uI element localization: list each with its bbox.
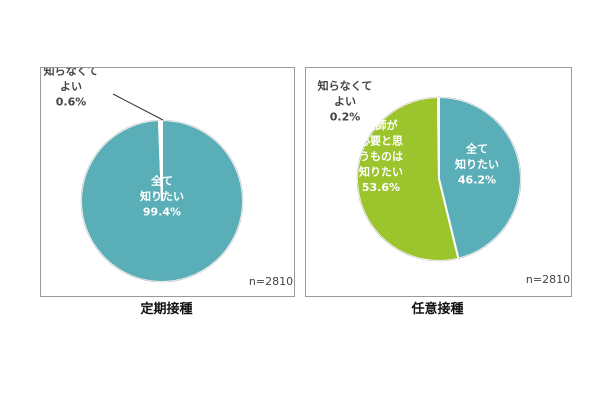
slice-label: 知らなくてよい 0.6% [43,68,99,109]
slice-label: 全て知りたい 99.4% [139,174,184,219]
pie-chart-optional: 全て知りたい 46.2% 医師が必要と思うものは知りたい 53.6%知らなくてよい 0.… [317,79,570,287]
slice-label: 全て知りたい 46.2% [454,142,499,187]
slice-label: 知らなくてよい 0.2% [317,79,373,124]
chart-panel-routine: 全て知りたい 99.4% 知らなくてよい 0.6% n=2810 [40,67,295,297]
pie-outline [356,96,522,262]
sample-size-label: n=2810 [249,275,293,288]
chart-caption-routine: 定期接種 [140,302,193,317]
sample-size-label: n=2810 [526,273,570,286]
chart-panel-optional: 全て知りたい 46.2% 医師が必要と思うものは知りたい 53.6% 知らなくてよい 0.… [305,67,572,297]
chart-caption-optional: 任意接種 [411,302,464,317]
slice-label: 医師が必要と思うものは知りたい 53.6% [358,118,403,194]
pie-chart-routine: 全て知りたい 99.4% 知らなくてよい 0.6% n=2810 [43,68,293,288]
pie-slice [436,95,440,180]
leader-line [112,93,164,121]
